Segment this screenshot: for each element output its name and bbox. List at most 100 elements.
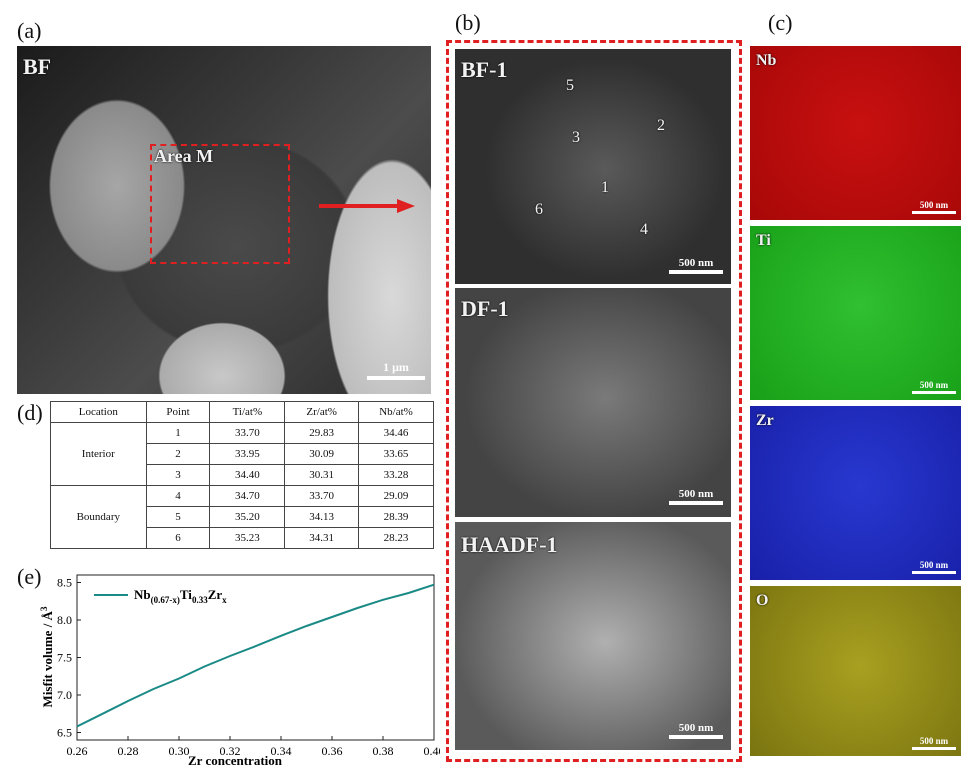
table-cell: 33.65 bbox=[358, 443, 434, 465]
table-row: 2 33.95 30.09 33.65 bbox=[51, 443, 434, 465]
table-cell: 5 bbox=[145, 506, 211, 528]
haadf-1-tag: HAADF-1 bbox=[461, 532, 558, 557]
scale-bar-label: 500 nm bbox=[678, 722, 714, 734]
scale-bar: 1 μm bbox=[367, 360, 425, 380]
scale-bar-line bbox=[912, 391, 956, 394]
table-cell: 29.83 bbox=[284, 422, 360, 444]
scale-bar-line bbox=[912, 211, 956, 214]
table-cell: 33.28 bbox=[358, 464, 434, 486]
composition-table: Location Point Ti/at% Zr/at% Nb/at% Inte… bbox=[50, 401, 434, 549]
zr-tag: Zr bbox=[756, 412, 774, 429]
table-row: 3 34.40 30.31 33.28 bbox=[51, 464, 434, 486]
table-cell: 6 bbox=[145, 527, 211, 549]
x-axis-title: Zr concentration bbox=[188, 753, 283, 768]
table-cell: 29.09 bbox=[358, 485, 434, 507]
column-header: Nb/at% bbox=[358, 401, 434, 423]
y-tick-label: 8.0 bbox=[57, 613, 72, 627]
point-label: 4 bbox=[640, 221, 648, 238]
df-1-tag: DF-1 bbox=[461, 296, 509, 321]
panel-d-label: (d) bbox=[17, 400, 43, 425]
x-tick-label: 0.34 bbox=[271, 744, 292, 758]
misfit-volume-chart: 0.26 0.28 0.30 0.32 0.34 0.36 0.38 0.40 6.5 7.0 7… bbox=[39, 574, 440, 768]
location-cell: Interior bbox=[50, 422, 147, 486]
y-tick-label: 6.5 bbox=[57, 726, 72, 740]
scale-bar-label: 1 μm bbox=[383, 360, 409, 374]
scale-bar-line bbox=[669, 735, 723, 739]
scale-bar-label: 500 nm bbox=[919, 736, 949, 746]
x-tick-label: 0.28 bbox=[118, 744, 139, 758]
table-row: Interior 1 33.70 29.83 34.46 bbox=[50, 422, 434, 486]
legend-entry: Nb(0.67-x)Ti0.33Zrx bbox=[134, 587, 227, 605]
red-arrow-icon bbox=[319, 199, 415, 213]
scale-bar-line bbox=[367, 376, 425, 380]
column-header: Zr/at% bbox=[284, 401, 360, 423]
y-axis: 6.5 7.0 7.5 8.0 8.5 bbox=[57, 576, 81, 740]
scale-bar: 500 nm bbox=[912, 200, 956, 214]
table-cell: 2 bbox=[145, 443, 211, 465]
column-header: Location bbox=[50, 401, 147, 423]
column-header: Ti/at% bbox=[209, 401, 286, 423]
table-cell: 34.13 bbox=[284, 506, 360, 528]
panel-b-frame bbox=[446, 40, 742, 762]
scale-bar-label: 500 nm bbox=[919, 380, 949, 390]
bf-1-micrograph: BF-1 1 2 3 4 5 6 500 nm bbox=[455, 49, 731, 284]
scale-bar: 500 nm bbox=[669, 722, 723, 739]
table-cell: 33.70 bbox=[284, 485, 360, 507]
table-cell: 4 bbox=[145, 485, 211, 507]
table-cell: 35.23 bbox=[209, 527, 286, 549]
o-map: O 500 nm bbox=[750, 586, 961, 756]
x-tick-label: 0.36 bbox=[322, 744, 343, 758]
table-cell: 34.40 bbox=[209, 464, 286, 486]
table-cell: 33.70 bbox=[209, 422, 286, 444]
series-line bbox=[76, 583, 435, 728]
point-label: 2 bbox=[657, 117, 665, 134]
location-cell: Boundary bbox=[50, 485, 147, 549]
table-cell: 30.31 bbox=[284, 464, 360, 486]
scale-bar-line bbox=[669, 501, 723, 505]
scale-bar: 500 nm bbox=[912, 736, 956, 750]
y-tick-label: 8.5 bbox=[57, 576, 72, 590]
scale-bar-line bbox=[912, 571, 956, 574]
table-cell: 28.39 bbox=[358, 506, 434, 528]
bf-1-tag: BF-1 bbox=[461, 57, 508, 82]
table-cell: 1 bbox=[145, 422, 211, 444]
area-m-box bbox=[150, 144, 290, 264]
y-axis-title: Misfit volume / Å3 bbox=[39, 606, 55, 707]
scale-bar-label: 500 nm bbox=[919, 560, 949, 570]
point-label: 3 bbox=[572, 129, 580, 146]
scale-bar-label: 500 nm bbox=[919, 200, 949, 210]
o-tag: O bbox=[756, 592, 769, 609]
table-cell: 34.31 bbox=[284, 527, 360, 549]
nb-tag: Nb bbox=[756, 52, 777, 69]
panel-b-label: (b) bbox=[455, 10, 481, 35]
table-cell: 33.95 bbox=[209, 443, 286, 465]
point-label: 5 bbox=[566, 77, 574, 94]
panel-c-label: (c) bbox=[768, 10, 793, 35]
x-tick-label: 0.26 bbox=[67, 744, 88, 758]
df-1-micrograph: DF-1 500 nm bbox=[455, 288, 731, 517]
bf-micrograph: BF Area M 1 μm bbox=[17, 46, 431, 394]
panel-e-label: (e) bbox=[17, 564, 42, 589]
scale-bar-label: 500 nm bbox=[678, 488, 714, 500]
ti-tag: Ti bbox=[756, 232, 771, 249]
scale-bar: 500 nm bbox=[912, 380, 956, 394]
table-row: 6 35.23 34.31 28.23 bbox=[51, 527, 434, 549]
table-cell: 35.20 bbox=[209, 506, 286, 528]
point-label: 1 bbox=[601, 179, 609, 196]
scale-bar: 500 nm bbox=[669, 488, 723, 505]
scale-bar-label: 500 nm bbox=[678, 257, 714, 269]
point-label: 6 bbox=[535, 201, 543, 218]
table-row: Boundary 4 34.70 33.70 29.09 bbox=[50, 485, 434, 549]
y-tick-label: 7.5 bbox=[57, 651, 72, 665]
table-header-row: Location Point Ti/at% Zr/at% Nb/at% bbox=[50, 401, 434, 423]
scale-bar-line bbox=[669, 270, 723, 274]
x-axis: 0.26 0.28 0.30 0.32 0.34 0.36 0.38 0.40 bbox=[67, 736, 440, 758]
haadf-1-micrograph: HAADF-1 500 nm bbox=[455, 522, 731, 750]
table-cell: 34.46 bbox=[358, 422, 434, 444]
scale-bar: 500 nm bbox=[912, 560, 956, 574]
panel-a-label: (a) bbox=[17, 18, 42, 43]
table-cell: 28.23 bbox=[358, 527, 434, 549]
column-header: Point bbox=[145, 401, 211, 423]
scale-bar: 500 nm bbox=[669, 257, 723, 274]
table-cell: 30.09 bbox=[284, 443, 360, 465]
